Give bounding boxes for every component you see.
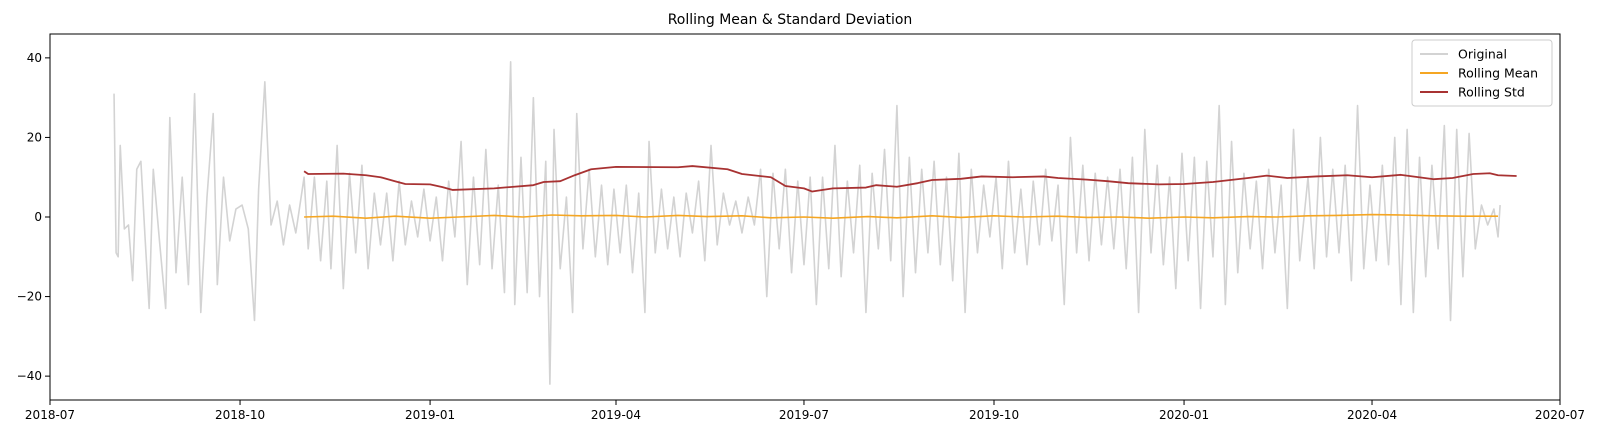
series-layer: [113, 61, 1517, 385]
x-tick-label: 2018-10: [215, 408, 265, 422]
legend-box: [1411, 39, 1553, 107]
series-line-rolling-mean: [304, 213, 1499, 219]
legend-label: Original: [1458, 47, 1507, 62]
x-tick-label: 2019-01: [405, 408, 455, 422]
x-tick-label: 2020-04: [1347, 408, 1397, 422]
legend-label: Rolling Mean: [1458, 66, 1538, 81]
y-tick-label: −40: [17, 369, 42, 383]
y-axis: −40 −20 0 20 40: [17, 51, 50, 383]
series-line-original: [113, 61, 1501, 385]
x-tick-label: 2018-07: [25, 408, 75, 422]
series-line-rolling-std: [303, 165, 1517, 193]
x-tick-label: 2019-04: [591, 408, 641, 422]
y-tick-label: 40: [27, 51, 42, 65]
chart-title: Rolling Mean & Standard Deviation: [668, 12, 913, 28]
y-tick-label: 20: [27, 130, 42, 144]
x-axis: 2018-07 2018-10 2019-01 2019-04 2019-07 2019-…: [25, 400, 1585, 422]
x-tick-label: 2020-01: [1159, 408, 1209, 422]
x-tick-label: 2019-10: [969, 408, 1019, 422]
x-tick-label: 2019-07: [779, 408, 829, 422]
legend-label: Rolling Std: [1458, 85, 1525, 100]
legend: Original Rolling Mean Rolling Std: [1411, 39, 1553, 107]
y-tick-label: 0: [34, 210, 42, 224]
y-tick-label: −20: [17, 290, 42, 304]
x-tick-label: 2020-07: [1535, 408, 1585, 422]
